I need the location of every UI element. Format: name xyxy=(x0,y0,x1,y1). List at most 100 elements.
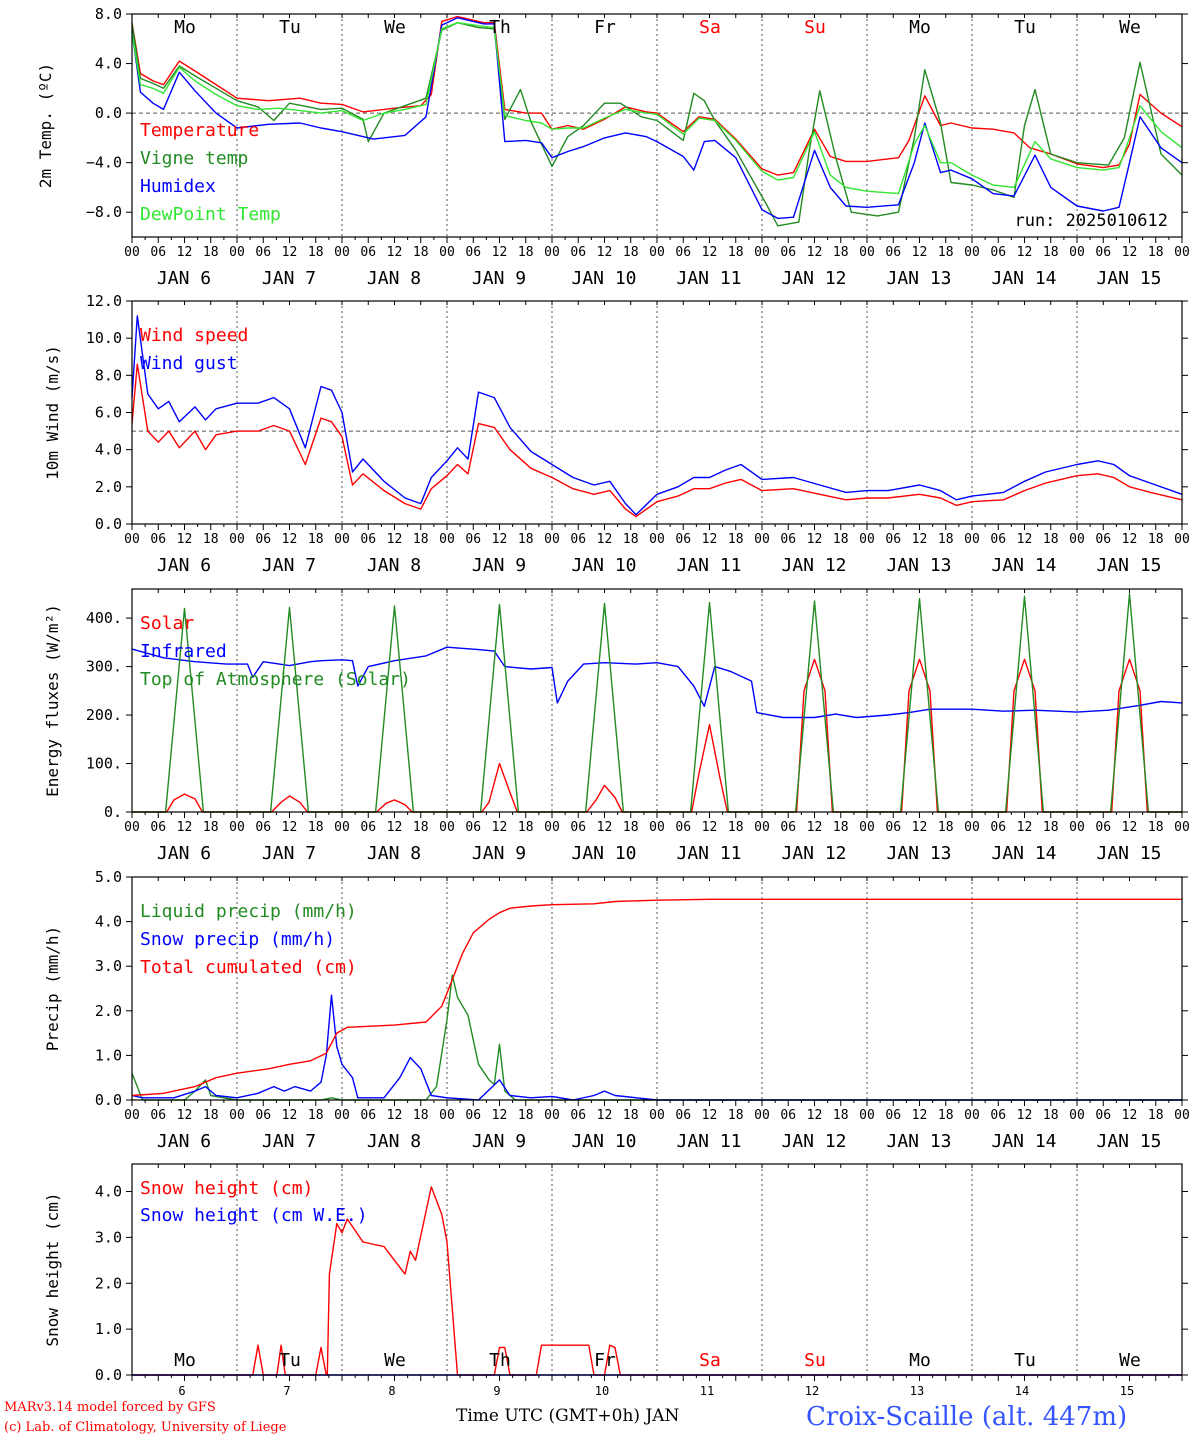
panel-3: 0. 100. 200. 300. 400. Energy fluxes (W/m²) So… xyxy=(43,588,1190,864)
hour-tick-label: 06 xyxy=(885,245,901,260)
hour-tick-label: 06 xyxy=(885,1108,901,1123)
hour-tick-label: 00 xyxy=(124,532,140,547)
hour-tick-label: 12 xyxy=(282,820,298,835)
date-label: JAN 11 xyxy=(676,843,741,864)
date-label: JAN 12 xyxy=(781,268,846,289)
legend-entry: Top of Atmosphere (Solar) xyxy=(140,669,411,690)
y-tick-label: 5.0 xyxy=(95,868,122,886)
hour-tick-label: 12 xyxy=(702,532,718,547)
date-label: JAN 9 xyxy=(472,555,526,576)
hour-tick-label: 06 xyxy=(465,245,481,260)
hour-tick-label: 06 xyxy=(780,532,796,547)
hour-tick-label: 12 xyxy=(492,245,508,260)
hour-tick-label: 18 xyxy=(413,820,429,835)
y-tick-label: 400. xyxy=(86,609,122,627)
day-number-label: 6 xyxy=(178,1384,185,1398)
date-label: JAN 6 xyxy=(157,1131,211,1152)
hour-tick-label: 00 xyxy=(859,245,875,260)
y-tick-label: 1.0 xyxy=(95,1046,122,1064)
date-label: JAN 7 xyxy=(262,268,316,289)
hour-tick-label: 18 xyxy=(518,820,534,835)
legend-entry: Wind speed xyxy=(140,325,248,346)
hour-tick-label: 00 xyxy=(964,1108,980,1123)
hour-tick-label: 06 xyxy=(1095,1108,1111,1123)
hour-tick-label: 06 xyxy=(1095,245,1111,260)
hour-tick-label: 06 xyxy=(990,820,1006,835)
weekday-label: Mo xyxy=(909,1350,931,1371)
hour-tick-label: 12 xyxy=(387,245,403,260)
hour-tick-label: 18 xyxy=(623,1108,639,1123)
y-tick-label: 4.0 xyxy=(95,1183,122,1201)
weekday-label: Tu xyxy=(1014,17,1036,38)
date-label: JAN 15 xyxy=(1096,1131,1161,1152)
hour-tick-label: 06 xyxy=(675,1108,691,1123)
date-label: JAN 11 xyxy=(676,555,741,576)
date-label: JAN 10 xyxy=(571,1131,636,1152)
legend-entry: Infrared xyxy=(140,641,227,662)
hour-tick-label: 12 xyxy=(177,245,193,260)
hour-tick-label: 06 xyxy=(360,1108,376,1123)
hour-tick-label: 06 xyxy=(255,245,271,260)
hour-tick-label: 00 xyxy=(334,820,350,835)
hour-tick-label: 18 xyxy=(728,245,744,260)
date-label: JAN 8 xyxy=(367,1131,421,1152)
hour-tick-label: 00 xyxy=(229,1108,245,1123)
weekday-label: Th xyxy=(489,17,511,38)
hour-tick-label: 06 xyxy=(570,532,586,547)
y-axis-label: 10m Wind (m/s) xyxy=(43,345,62,480)
hour-tick-label: 12 xyxy=(282,1108,298,1123)
y-tick-label: 0.0 xyxy=(95,104,122,122)
hour-tick-label: 12 xyxy=(492,532,508,547)
series-line-2 xyxy=(131,994,1182,1101)
hour-tick-label: 06 xyxy=(1095,820,1111,835)
y-tick-label: 10.0 xyxy=(86,329,122,347)
y-tick-label: 8.0 xyxy=(95,366,122,384)
date-label: JAN 7 xyxy=(262,1131,316,1152)
day-number-label: 11 xyxy=(700,1384,714,1398)
series-line-2 xyxy=(131,22,1183,227)
hour-tick-label: 18 xyxy=(623,820,639,835)
hour-tick-label: 00 xyxy=(964,245,980,260)
hour-tick-label: 00 xyxy=(439,245,455,260)
hour-tick-label: 06 xyxy=(255,820,271,835)
weekday-label: Mo xyxy=(174,1350,196,1371)
hour-tick-label: 18 xyxy=(833,532,849,547)
hour-tick-label: 18 xyxy=(1043,820,1059,835)
hour-tick-label: 18 xyxy=(1148,532,1164,547)
hour-tick-label: 00 xyxy=(1069,820,1085,835)
hour-tick-label: 12 xyxy=(912,1108,928,1123)
date-label: JAN 10 xyxy=(571,268,636,289)
hour-tick-label: 12 xyxy=(597,245,613,260)
hour-tick-label: 18 xyxy=(1043,1108,1059,1123)
hour-tick-label: 12 xyxy=(282,532,298,547)
hour-tick-label: 12 xyxy=(807,1108,823,1123)
hour-tick-label: 18 xyxy=(938,1108,954,1123)
hour-tick-label: 00 xyxy=(334,1108,350,1123)
hour-tick-label: 00 xyxy=(649,820,665,835)
legend-entry: Snow height (cm) xyxy=(140,1178,313,1199)
hour-tick-label: 06 xyxy=(1095,532,1111,547)
panel-4: 0.0 1.0 2.0 3.0 4.0 5.0 Precip (mm/h) Liquid pr… xyxy=(43,868,1190,1152)
weekday-label: Tu xyxy=(279,17,301,38)
hour-tick-label: 12 xyxy=(807,245,823,260)
hour-tick-label: 12 xyxy=(177,1108,193,1123)
hour-tick-label: 18 xyxy=(518,1108,534,1123)
day-number-label: 7 xyxy=(283,1384,290,1398)
hour-tick-label: 18 xyxy=(203,245,219,260)
weekday-label: Su xyxy=(804,17,826,38)
weekday-label: Th xyxy=(489,1350,511,1371)
day-number-label: 9 xyxy=(493,1384,500,1398)
legend-entry: Solar xyxy=(140,613,194,634)
y-tick-label: 1.0 xyxy=(95,1320,122,1338)
hour-tick-label: 12 xyxy=(597,1108,613,1123)
hour-tick-label: 00 xyxy=(544,532,560,547)
hour-tick-label: 06 xyxy=(360,532,376,547)
hour-tick-label: 18 xyxy=(728,820,744,835)
hour-tick-label: 00 xyxy=(229,532,245,547)
weekday-label: Mo xyxy=(174,17,196,38)
legend-entry: Wind gust xyxy=(140,353,238,374)
hour-tick-label: 06 xyxy=(570,1108,586,1123)
hour-tick-label: 12 xyxy=(597,820,613,835)
hour-tick-label: 06 xyxy=(675,245,691,260)
hour-tick-label: 18 xyxy=(518,245,534,260)
